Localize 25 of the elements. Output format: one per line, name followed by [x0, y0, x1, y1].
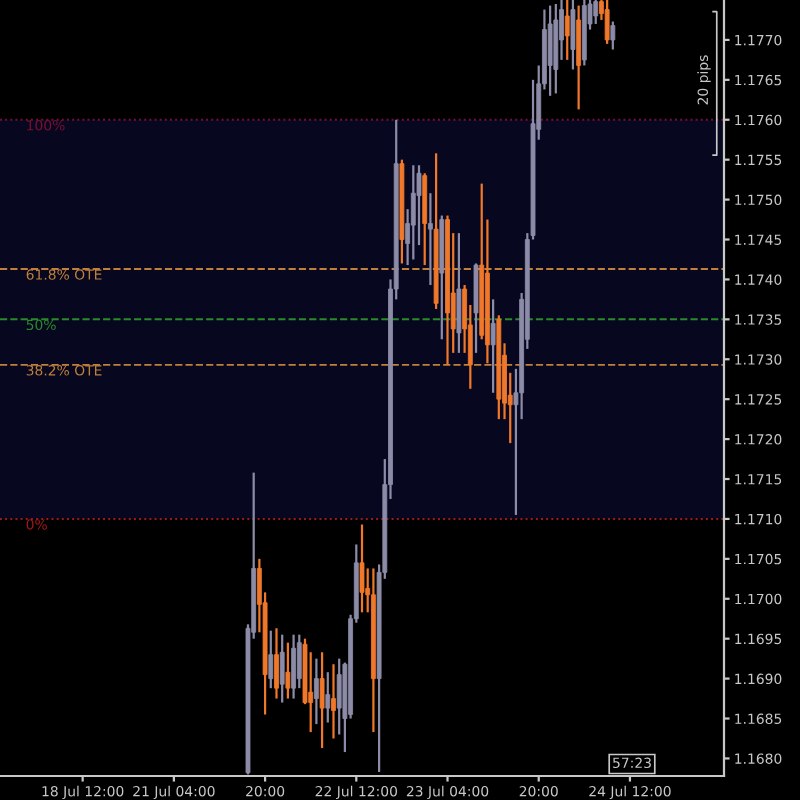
candlestick — [410, 164, 416, 261]
candlestick — [313, 657, 319, 726]
candlestick — [576, 4, 582, 111]
candlestick — [547, 4, 553, 97]
candlestick — [274, 627, 279, 700]
candlestick — [319, 651, 325, 750]
candlestick — [359, 523, 365, 614]
candlestick — [593, 0, 599, 26]
candlestick — [564, 0, 570, 61]
candlestick — [604, 0, 610, 46]
candlestick — [490, 298, 496, 394]
candlestick — [279, 633, 285, 704]
candlestick — [473, 262, 479, 354]
candlestick — [610, 20, 616, 51]
candlestick — [422, 172, 428, 267]
candlestick — [336, 657, 342, 736]
candlestick — [291, 633, 297, 700]
candlestick — [268, 629, 274, 690]
candlestick — [308, 651, 314, 734]
candlestick — [331, 663, 336, 740]
candlestick — [427, 192, 433, 287]
candlestick — [570, 0, 576, 71]
candlestick — [456, 232, 462, 354]
candlestick — [285, 641, 291, 700]
candlestick — [325, 671, 331, 724]
